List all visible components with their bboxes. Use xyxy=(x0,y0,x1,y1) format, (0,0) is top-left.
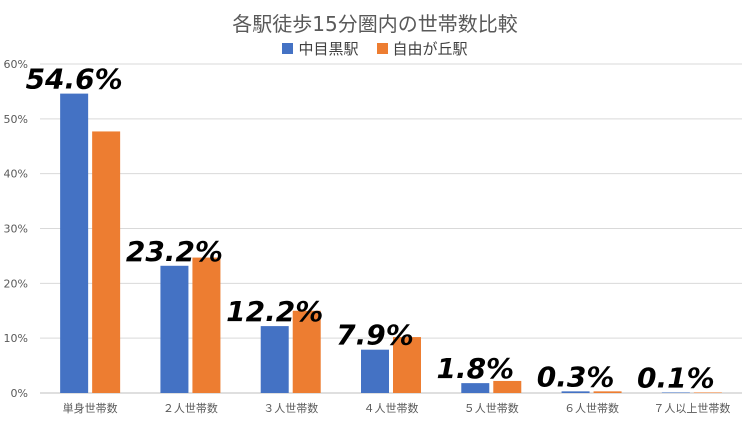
data-label: 0.1% xyxy=(637,361,715,394)
data-label: 12.2% xyxy=(226,295,323,328)
chart-title: 各駅徒歩15分圏内の世帯数比較 xyxy=(232,12,518,36)
data-label: 0.3% xyxy=(537,360,615,393)
legend: 中目黒駅 自由が丘駅 xyxy=(0,38,750,59)
bar xyxy=(393,337,421,393)
legend-label-series-2: 自由が丘駅 xyxy=(392,40,468,58)
y-tick-label: 20% xyxy=(4,277,28,290)
bar xyxy=(661,392,690,393)
bar xyxy=(192,257,221,393)
y-tick-label: 60% xyxy=(4,58,28,71)
y-tick-label: 40% xyxy=(4,168,28,181)
bar xyxy=(593,391,622,393)
x-tick-label: ６人世帯数 xyxy=(564,402,619,415)
bar xyxy=(60,93,89,394)
y-tick-label: 0% xyxy=(11,387,28,400)
data-label: 23.2% xyxy=(126,235,223,268)
legend-swatch-series-2 xyxy=(376,43,388,54)
bar xyxy=(92,131,121,393)
bar xyxy=(292,310,321,393)
bar xyxy=(493,380,522,393)
bar xyxy=(561,391,590,393)
bar xyxy=(260,326,289,393)
x-tick-label: ２人世帯数 xyxy=(163,402,218,415)
y-tick-label: 50% xyxy=(4,113,28,126)
data-label: 1.8% xyxy=(436,352,514,385)
bar xyxy=(461,383,490,393)
data-label: 54.6% xyxy=(26,63,123,96)
x-tick-label: ４人世帯数 xyxy=(364,402,419,415)
x-tick-label: 単身世帯数 xyxy=(63,401,118,415)
x-tick-label: ３人世帯数 xyxy=(263,402,318,415)
legend-item-series-1: 中目黒駅 xyxy=(282,38,359,59)
bar xyxy=(361,349,389,393)
x-tick-label: ７人以上世帯数 xyxy=(653,402,730,415)
y-tick-label: 10% xyxy=(4,332,28,345)
y-tick-label: 30% xyxy=(4,223,28,236)
legend-item-series-2: 自由が丘駅 xyxy=(376,38,468,59)
legend-label-series-1: 中目黒駅 xyxy=(298,40,359,58)
data-label: 7.9% xyxy=(336,319,414,352)
bar xyxy=(160,265,189,393)
bar xyxy=(693,392,722,393)
legend-swatch-series-1 xyxy=(282,43,294,54)
x-tick-label: ５人世帯数 xyxy=(464,402,519,415)
